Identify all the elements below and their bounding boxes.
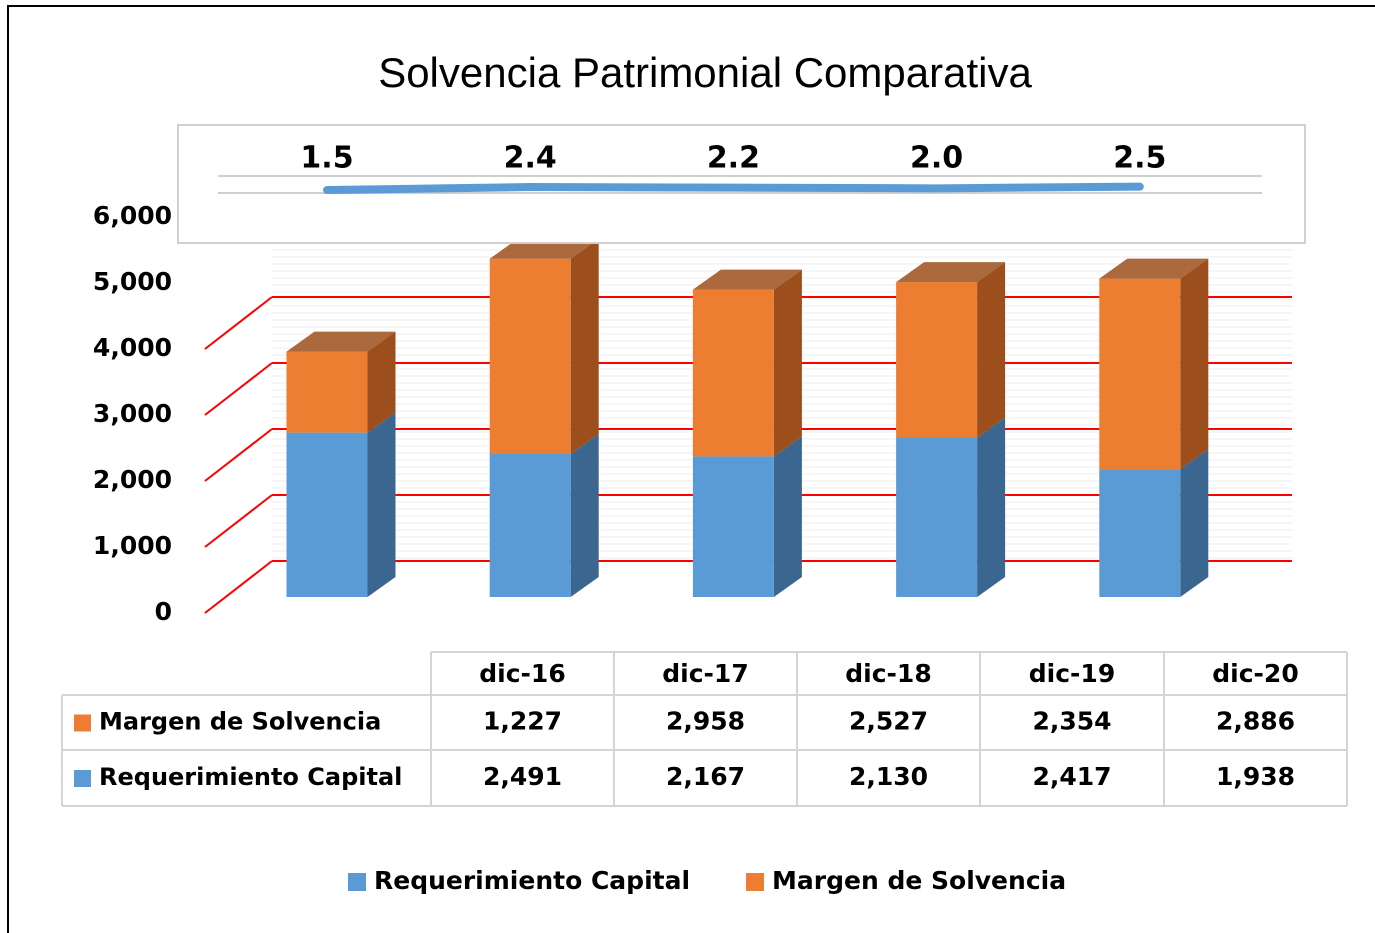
bar [692, 289, 774, 457]
y-tick-label: 1,000 [93, 531, 172, 560]
chart-title: Solvencia Patrimonial Comparativa [378, 49, 1032, 96]
table-key [74, 770, 91, 787]
y-tick-label: 3,000 [93, 399, 172, 428]
bar-top [692, 269, 802, 290]
table-row-label: Requerimiento Capital [99, 763, 402, 791]
legend-label: Margen de Solvencia [772, 866, 1066, 895]
bar-top [896, 262, 1006, 283]
bar-top [286, 331, 396, 352]
bar [896, 282, 978, 438]
bar-side [570, 433, 599, 597]
bar-side [570, 238, 599, 454]
table-cell: 2,167 [666, 762, 745, 791]
legend-key [348, 873, 366, 891]
table-cell: 2,527 [849, 707, 928, 736]
table-header: dic-16 [479, 659, 565, 688]
bar [1099, 278, 1181, 470]
table-cell: 2,417 [1032, 762, 1111, 791]
table-cell: 2,958 [666, 707, 745, 736]
table-header: dic-19 [1029, 659, 1115, 688]
table-cell: 2,130 [849, 762, 928, 791]
table-cell: 1,938 [1216, 762, 1295, 791]
table-cell: 2,886 [1216, 707, 1295, 736]
bar-side [773, 269, 802, 457]
table-header: dic-20 [1212, 659, 1298, 688]
grid-line [204, 296, 273, 350]
ratio-label: 2.2 [707, 141, 760, 176]
bar [489, 258, 571, 454]
table-cell: 1,227 [483, 707, 562, 736]
bar-side [977, 417, 1006, 597]
table-cell: 2,354 [1032, 707, 1111, 736]
ratio-label: 2.0 [910, 141, 963, 176]
table-key [74, 714, 91, 732]
grid-line [204, 428, 273, 482]
ratio-line [323, 182, 1144, 194]
grid-line [204, 362, 273, 416]
ratio-label: 2.4 [504, 141, 557, 176]
bar [1099, 469, 1181, 597]
ratio-label: 1.5 [300, 141, 353, 176]
bar-side [977, 262, 1006, 438]
y-tick-label: 0 [155, 597, 172, 626]
grid-line [204, 494, 273, 548]
table-header: dic-18 [845, 659, 931, 688]
bar [489, 453, 571, 597]
bar-side [773, 436, 802, 597]
y-tick-label: 4,000 [93, 333, 172, 362]
table-cell: 2,491 [483, 762, 562, 791]
ratio-label: 2.5 [1113, 141, 1166, 176]
bar-side [1180, 258, 1209, 470]
bar [896, 437, 978, 597]
y-tick-label: 5,000 [93, 267, 172, 296]
legend-key [746, 873, 765, 891]
bar-side [1180, 449, 1209, 597]
grid-line [204, 560, 273, 614]
table-row-label: Margen de Solvencia [99, 708, 381, 736]
table-header: dic-17 [662, 659, 748, 688]
y-tick-label: 6,000 [93, 201, 172, 230]
bar [692, 456, 774, 597]
y-tick-label: 2,000 [93, 465, 172, 494]
bar-top [1099, 258, 1209, 279]
bar-side [367, 331, 396, 433]
bar [286, 351, 368, 433]
legend-label: Requerimiento Capital [374, 866, 690, 895]
bar-side [367, 412, 396, 597]
bar [286, 432, 368, 597]
